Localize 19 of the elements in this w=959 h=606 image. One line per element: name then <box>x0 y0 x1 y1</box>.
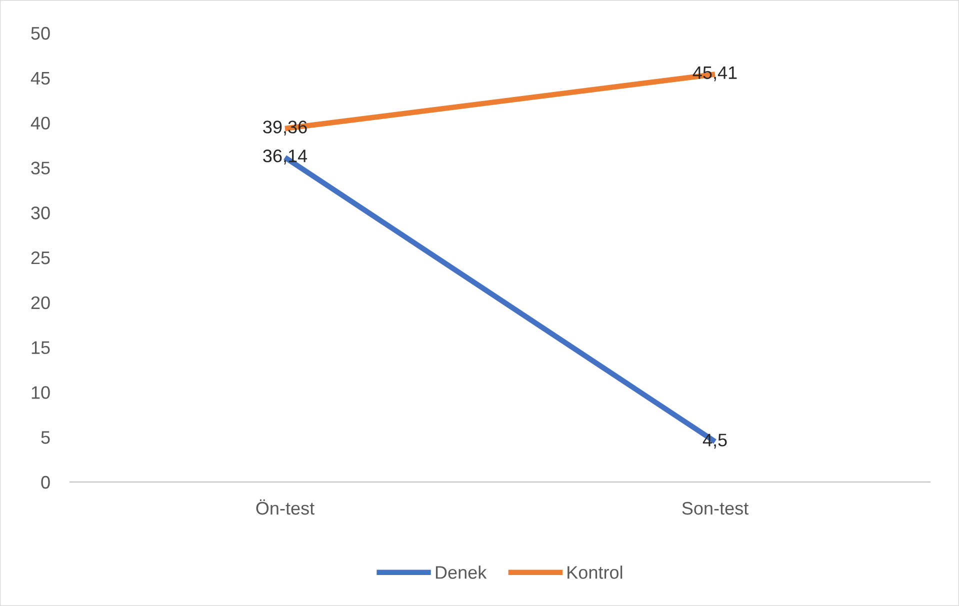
data-label: 4,5 <box>702 434 727 449</box>
x-tick-label: Ön-test <box>256 499 314 515</box>
legend-label: Denek <box>436 566 487 579</box>
y-tick-label: 35 <box>31 162 50 174</box>
data-label: 36,14 <box>263 150 308 164</box>
x-tick-label: Son-test <box>682 502 748 515</box>
y-tick-label: 0 <box>41 476 50 489</box>
y-tick-label: 10 <box>32 386 50 399</box>
legend-label: Kontrol <box>568 566 622 579</box>
y-tick-label: 25 <box>31 251 50 264</box>
y-tick-label: 50 <box>31 26 50 40</box>
y-tick-label: 45 <box>30 72 50 85</box>
y-tick-label: 30 <box>31 206 50 220</box>
y-tick-label: 40 <box>30 116 50 130</box>
y-tick-label: 20 <box>31 296 50 310</box>
data-label: 45,41 <box>692 66 737 82</box>
data-label: 39,36 <box>263 120 307 136</box>
y-tick-label: 15 <box>32 341 50 354</box>
y-tick-label: 5 <box>41 431 50 444</box>
